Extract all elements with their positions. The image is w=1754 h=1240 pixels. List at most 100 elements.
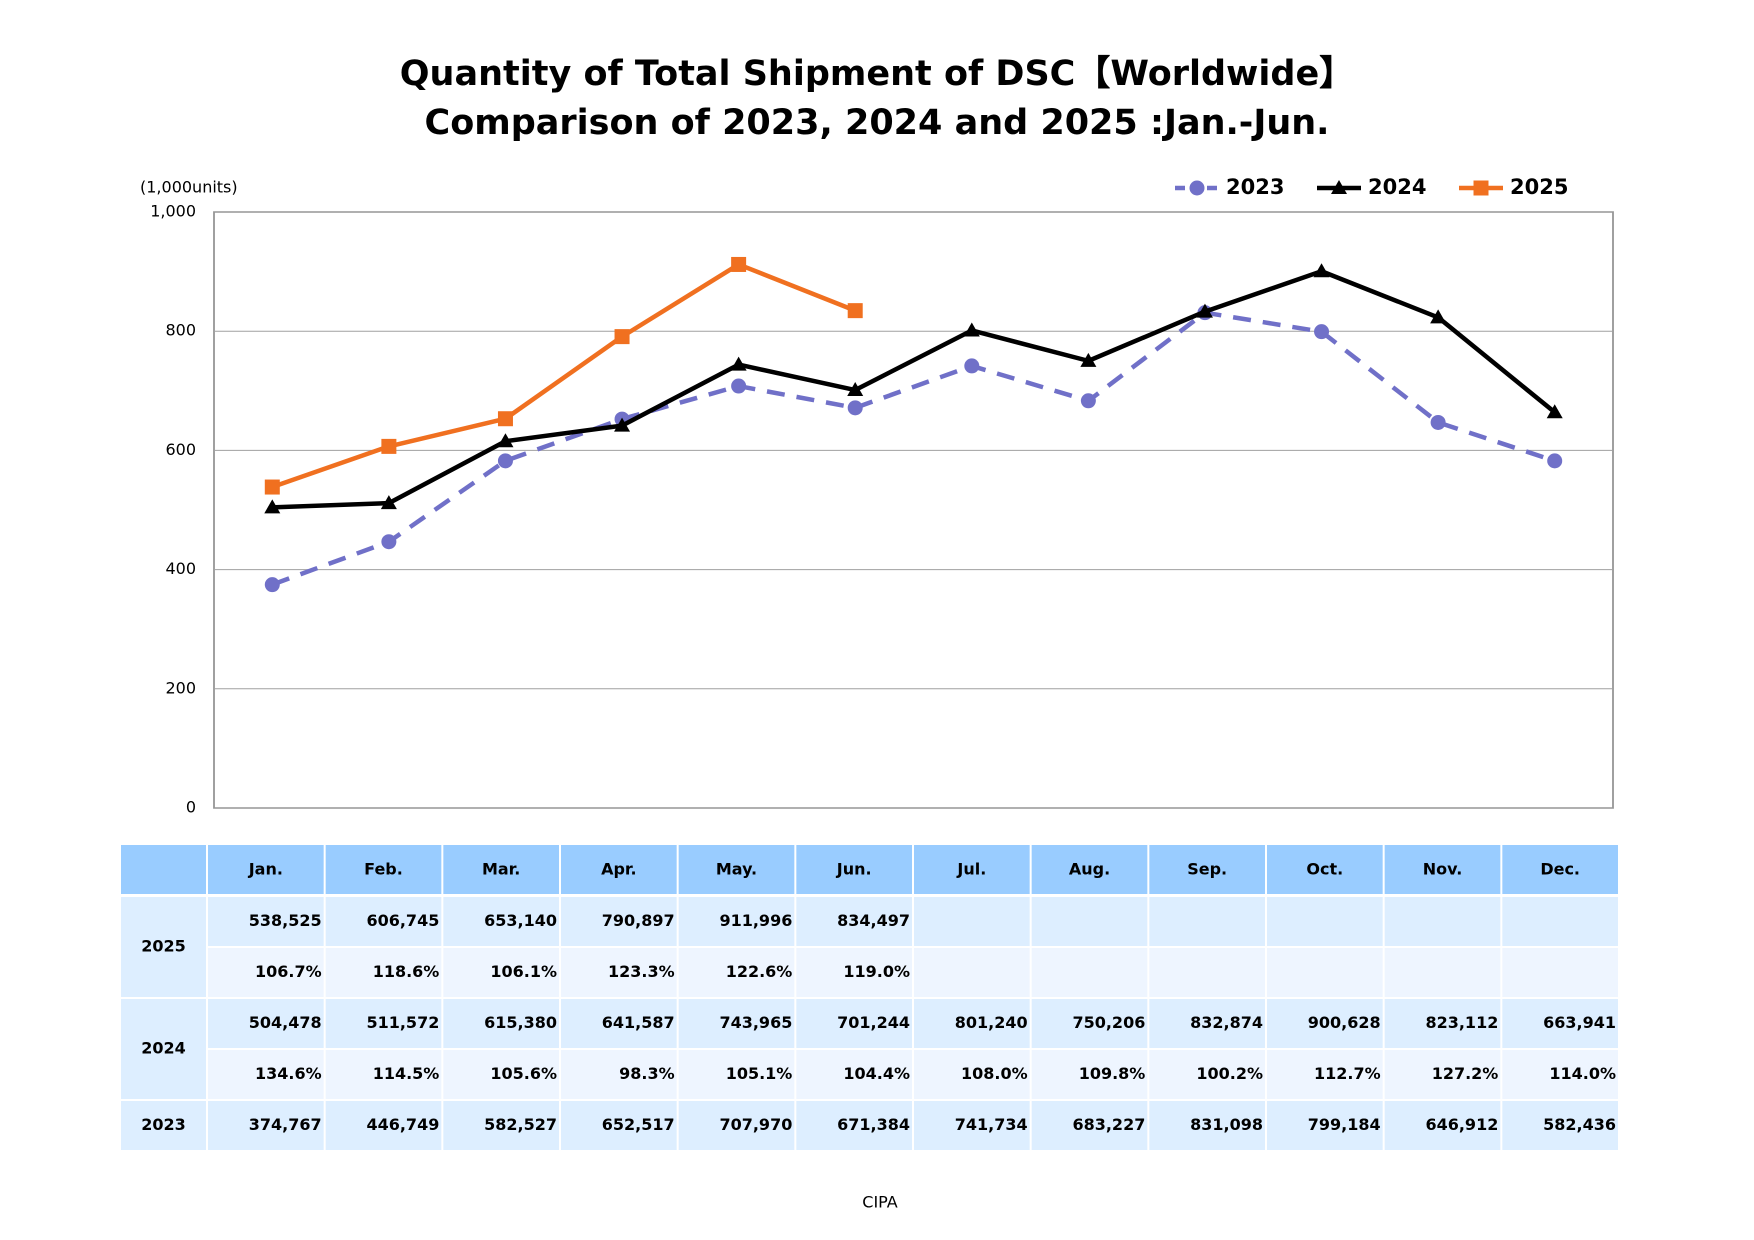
table-cell: [678, 948, 795, 997]
table-value: 683,227: [1072, 1115, 1145, 1134]
table-value: 100.2%: [1196, 1064, 1263, 1083]
table-cell: [443, 948, 559, 997]
table-value: 106.1%: [490, 962, 557, 981]
data-point: [963, 322, 980, 337]
data-point: [614, 329, 630, 345]
data-point: [1080, 352, 1097, 367]
table-cell: [1384, 1101, 1501, 1150]
table-cell: [1031, 948, 1148, 997]
table-cell: [914, 897, 1030, 946]
table-cell: [208, 999, 324, 1048]
table-cell: [678, 1101, 795, 1150]
table-value: 743,965: [719, 1013, 792, 1032]
table-value: 105.1%: [726, 1064, 793, 1083]
y-tick-label: 800: [165, 321, 196, 340]
column-header: Jun.: [836, 860, 872, 879]
table-value: 446,749: [366, 1115, 439, 1134]
data-point: [1314, 324, 1330, 340]
series-line: [272, 268, 1557, 510]
data-point: [847, 400, 863, 416]
y-tick-label: 200: [165, 678, 196, 697]
table-value: 127.2%: [1432, 1064, 1499, 1083]
column-header: Nov.: [1423, 860, 1463, 879]
table-value: 511,572: [366, 1013, 439, 1032]
column-header: Dec.: [1540, 860, 1580, 879]
table-value: 900,628: [1308, 1013, 1381, 1032]
row-header: 2023: [141, 1115, 186, 1134]
table-cell: [914, 1101, 1030, 1150]
table-value: 671,384: [837, 1115, 910, 1134]
table-value: 653,140: [484, 911, 557, 930]
table-value: 582,527: [484, 1115, 557, 1134]
legend-marker: [1331, 180, 1347, 194]
data-point: [497, 411, 513, 427]
table-value: 701,244: [837, 1013, 910, 1032]
table-cell: [1149, 1050, 1265, 1099]
table-cell: [1384, 897, 1501, 946]
table-value: 119.0%: [843, 962, 910, 981]
row-header: 2024: [141, 1039, 186, 1058]
table-cell: [325, 897, 442, 946]
column-header: Jan.: [248, 860, 283, 879]
table-cell: [1502, 845, 1618, 894]
table-cell: [121, 845, 206, 894]
y-axis-label: (1,000units): [140, 178, 238, 197]
y-tick-label: 400: [165, 559, 196, 578]
table-cell: [1031, 1101, 1148, 1150]
table-cell: [678, 845, 795, 894]
column-header: Feb.: [364, 860, 403, 879]
table-cell: [443, 1101, 559, 1150]
series-line: [271, 262, 857, 490]
table-value: 641,587: [602, 1013, 675, 1032]
legend-label: 2025: [1510, 175, 1568, 199]
table-value: 118.6%: [373, 962, 440, 981]
table-cell: [208, 897, 324, 946]
table-cell: [796, 1101, 912, 1150]
table-value: 832,874: [1190, 1013, 1263, 1032]
data-point: [264, 577, 280, 593]
table-cell: [1267, 1050, 1383, 1099]
column-header: Sep.: [1187, 860, 1227, 879]
table-cell: [1031, 845, 1148, 894]
table-cell: [121, 1101, 206, 1150]
table-cell: [208, 1050, 324, 1099]
table-cell: [561, 1050, 677, 1099]
table-cell: [1384, 999, 1501, 1048]
table-cell: [796, 897, 912, 946]
table-cell: [1267, 845, 1383, 894]
column-header: Oct.: [1306, 860, 1343, 879]
data-point: [380, 495, 397, 510]
table-value: 108.0%: [961, 1064, 1028, 1083]
table-cell: [914, 845, 1030, 894]
table-value: 823,112: [1425, 1013, 1498, 1032]
table-value: 652,517: [602, 1115, 675, 1134]
chart-title: Quantity of Total Shipment of DSC【Worldw…: [400, 54, 1354, 94]
series-line: [271, 310, 1556, 587]
table-value: 538,525: [249, 911, 322, 930]
table-value: 750,206: [1072, 1013, 1145, 1032]
table-cell: [1502, 897, 1618, 946]
data-point: [731, 378, 747, 394]
table-value: 504,478: [249, 1013, 322, 1032]
table-value: 123.3%: [608, 962, 675, 981]
table-value: 105.6%: [490, 1064, 557, 1083]
table-value: 646,912: [1425, 1115, 1498, 1134]
data-point: [730, 356, 747, 371]
table-value: 109.8%: [1079, 1064, 1146, 1083]
table-cell: [796, 999, 912, 1048]
legend-label: 2023: [1226, 175, 1284, 199]
table-cell: [796, 845, 912, 894]
table-value: 114.0%: [1549, 1064, 1616, 1083]
table-cell: [796, 1050, 912, 1099]
table-cell: [1149, 999, 1265, 1048]
table-cell: [561, 845, 677, 894]
y-tick-label: 0: [186, 798, 196, 817]
table-value: 374,767: [249, 1115, 322, 1134]
table-cell: [914, 999, 1030, 1048]
table-value: 122.6%: [726, 962, 793, 981]
table-cell: [443, 845, 559, 894]
table-value: 582,436: [1543, 1115, 1616, 1134]
table-value: 663,941: [1543, 1013, 1616, 1032]
table-value: 98.3%: [619, 1064, 675, 1083]
